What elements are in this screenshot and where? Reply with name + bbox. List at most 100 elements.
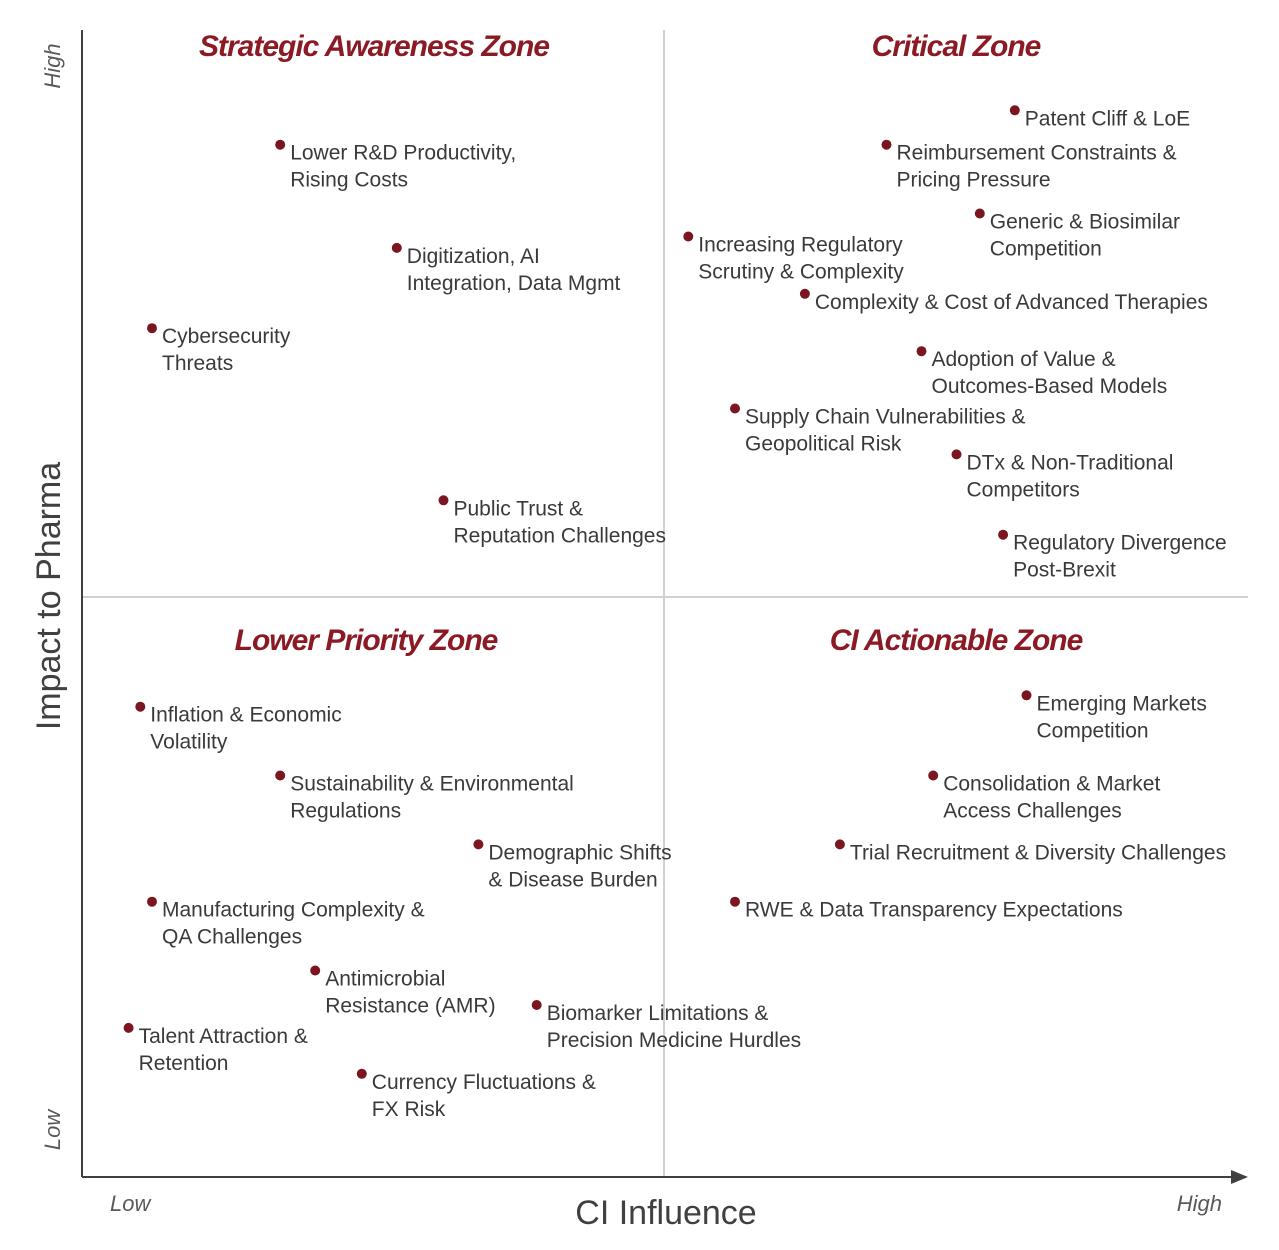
data-point: Reimbursement Constraints & Pricing Press… (881, 139, 1177, 192)
data-point-label-line: Trial Recruitment & Diversity Challenges (850, 841, 1226, 864)
data-point-marker (998, 529, 1009, 540)
data-point-marker (123, 1022, 134, 1033)
data-point-label-line: Competition (990, 238, 1102, 261)
data-point-label: DTx & Non-Traditional Competitors (967, 451, 1174, 501)
data-point-label-line: Biomarker Limitations & (547, 1002, 769, 1025)
x-axis-arrowhead (1231, 1170, 1248, 1184)
data-point-marker (881, 139, 892, 150)
data-point-marker (799, 288, 810, 299)
data-point-label: Inflation & Economic Volatility (150, 704, 341, 754)
data-point-label-line: Geopolitical Risk (745, 433, 902, 456)
data-point: Trial Recruitment & Diversity Challenges (834, 839, 1226, 864)
data-point-label-line: Pricing Pressure (897, 169, 1051, 192)
data-point-label-line: Currency Fluctuations & (372, 1071, 596, 1094)
data-point-label-line: Resistance (AMR) (325, 995, 495, 1018)
data-point-label-line: Competition (1037, 719, 1149, 742)
data-point-label-line: Volatility (150, 731, 228, 754)
y-axis-title: Impact to Pharma (30, 462, 68, 730)
data-point-label-line: Demographic Shifts (488, 841, 671, 864)
data-point-label: Lower R&D Productivity, Rising Costs (290, 142, 516, 192)
data-point-marker (473, 839, 484, 850)
data-point-label-line: Generic & Biosimilar (990, 211, 1180, 234)
data-point: Increasing Regulatory Scrutiny & Complexi… (683, 231, 904, 284)
y-axis-high-label: High (40, 43, 65, 88)
data-point-label: Public Trust & Reputation Challenges (454, 497, 666, 547)
data-point-label-line: Reimbursement Constraints & (897, 142, 1177, 165)
x-axis-low-label: Low (110, 1191, 152, 1216)
data-point-label: Demographic Shifts & Disease Burden (488, 841, 671, 891)
data-point-label: Generic & Biosimilar Competition (990, 211, 1180, 261)
data-point: Complexity & Cost of Advanced Therapies (799, 288, 1208, 314)
data-point-label: Increasing Regulatory Scrutiny & Complexi… (698, 234, 904, 284)
data-point-label-line: Consolidation & Market (943, 773, 1160, 796)
data-point-label-line: Sustainability & Environmental (290, 773, 574, 796)
data-point-label-line: Retention (139, 1052, 229, 1075)
zone-title-critical: Critical Zone (872, 30, 1041, 63)
data-point-label-line: Adoption of Value & (932, 348, 1116, 371)
data-point: Antimicrobial Resistance (AMR) (310, 965, 496, 1018)
data-point-label: Complexity & Cost of Advanced Therapies (815, 291, 1208, 314)
data-point-label: Currency Fluctuations & FX Risk (372, 1071, 596, 1121)
data-point-label: RWE & Data Transparency Expectations (745, 899, 1123, 922)
data-point-label-line: Threats (162, 352, 233, 375)
data-point: Digitization, AI Integration, Data Mgmt (391, 242, 621, 295)
data-point-marker (135, 701, 146, 712)
data-point-label-line: Antimicrobial (325, 968, 445, 991)
data-point-label: Talent Attraction & Retention (139, 1025, 308, 1075)
data-point-label: Supply Chain Vulnerabilities & Geopolitic… (745, 406, 1026, 456)
data-point: DTx & Non-Traditional Competitors (951, 449, 1174, 501)
data-point-label-line: Precision Medicine Hurdles (547, 1029, 801, 1052)
data-point-label: Emerging Markets Competition (1037, 692, 1207, 742)
data-point-label-line: Integration, Data Mgmt (407, 272, 621, 295)
data-point-label-line: RWE & Data Transparency Expectations (745, 899, 1123, 922)
data-point-marker (147, 896, 157, 907)
data-point: Emerging Markets Competition (1021, 690, 1207, 742)
data-point-marker (391, 242, 402, 253)
data-point: Consolidation & Market Access Challenges (928, 770, 1160, 823)
zone-title-ci-actionable: CI Actionable Zone (830, 624, 1083, 657)
data-point-label-line: Rising Costs (290, 169, 408, 192)
data-point-label-line: Talent Attraction & (139, 1025, 308, 1048)
data-point: Public Trust & Reputation Challenges (438, 495, 666, 547)
data-point-label-line: Lower R&D Productivity, (290, 142, 516, 165)
data-point-label-line: Post-Brexit (1013, 559, 1116, 582)
data-point-label: Antimicrobial Resistance (AMR) (325, 968, 495, 1018)
data-point-label-line: QA Challenges (162, 926, 302, 949)
data-point-label-line: Cybersecurity (162, 325, 291, 348)
data-point: Cybersecurity Threats (147, 323, 291, 375)
data-point-label-line: Reputation Challenges (454, 524, 666, 547)
data-point-label: Adoption of Value & Outcomes-Based Models (932, 348, 1168, 398)
data-point-marker (974, 208, 985, 219)
data-point: Manufacturing Complexity & QA Challenges (147, 896, 425, 949)
data-point-label-line: Increasing Regulatory (698, 234, 903, 257)
x-axis-high-label: High (1177, 1191, 1222, 1216)
x-axis-title: CI Influence (575, 1194, 756, 1232)
zone-title-strategic-awareness: Strategic Awareness Zone (199, 30, 549, 63)
data-point-marker (438, 495, 449, 506)
data-point: Patent Cliff & LoE (1009, 105, 1190, 130)
data-point-label-line: Access Challenges (943, 800, 1122, 823)
data-point-marker (1009, 105, 1020, 116)
data-point-label-line: Scrutiny & Complexity (698, 261, 904, 284)
data-point: Supply Chain Vulnerabilities & Geopolitic… (730, 403, 1026, 456)
y-axis-low-label: Low (40, 1108, 65, 1150)
data-point-label-line: Public Trust & (454, 497, 584, 520)
data-point: Adoption of Value & Outcomes-Based Models (916, 346, 1168, 398)
data-point-label-line: FX Risk (372, 1098, 446, 1121)
data-point: Sustainability & Environmental Regulation… (275, 770, 574, 823)
data-point: Biomarker Limitations & Precision Medicin… (531, 1000, 801, 1052)
data-point-label-line: DTx & Non-Traditional (967, 451, 1174, 474)
data-point-marker (531, 1000, 542, 1010)
data-point-label: Regulatory Divergence Post-Brexit (1013, 532, 1227, 582)
data-point-label-line: Complexity & Cost of Advanced Therapies (815, 291, 1208, 314)
data-point: Inflation & Economic Volatility (135, 701, 342, 754)
data-points: Lower R&D Productivity, Rising Costs Digit… (123, 105, 1227, 1121)
data-point-label-line: & Disease Burden (488, 868, 657, 891)
data-point-label-line: Regulations (290, 800, 401, 823)
data-point: Regulatory Divergence Post-Brexit (998, 529, 1227, 582)
data-point-label: Trial Recruitment & Diversity Challenges (850, 841, 1226, 864)
data-point-marker (1021, 690, 1032, 701)
data-point: Currency Fluctuations & FX Risk (356, 1068, 596, 1121)
data-point: Lower R&D Productivity, Rising Costs (275, 139, 516, 192)
